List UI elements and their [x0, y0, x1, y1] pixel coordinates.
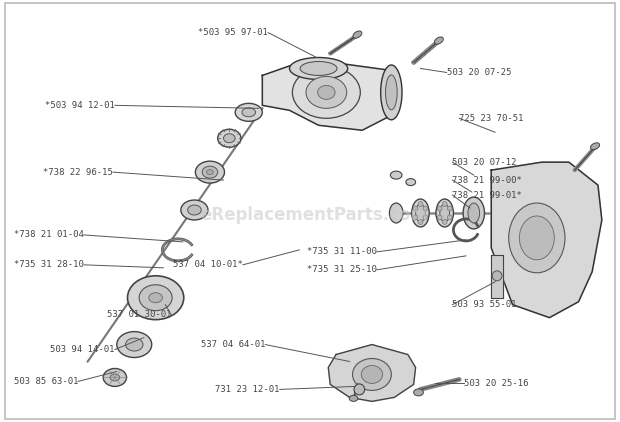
- Ellipse shape: [125, 338, 143, 351]
- Polygon shape: [262, 60, 401, 130]
- Ellipse shape: [406, 179, 415, 186]
- Circle shape: [437, 215, 442, 220]
- Text: *738 21 01-04: *738 21 01-04: [14, 230, 84, 239]
- Ellipse shape: [361, 365, 383, 384]
- Ellipse shape: [520, 216, 554, 260]
- Ellipse shape: [468, 203, 480, 223]
- Ellipse shape: [206, 170, 213, 175]
- Ellipse shape: [436, 199, 453, 227]
- Ellipse shape: [386, 75, 397, 110]
- Ellipse shape: [242, 108, 255, 117]
- Ellipse shape: [381, 65, 402, 120]
- Text: *735 31 28-10: *735 31 28-10: [14, 260, 84, 269]
- Ellipse shape: [590, 143, 600, 150]
- Polygon shape: [328, 344, 415, 401]
- Text: 537 01 30-01: 537 01 30-01: [107, 310, 171, 319]
- Text: *735 31 11-00: *735 31 11-00: [307, 247, 377, 257]
- Ellipse shape: [128, 276, 184, 319]
- Ellipse shape: [412, 199, 429, 227]
- Ellipse shape: [509, 203, 565, 273]
- Circle shape: [354, 384, 365, 395]
- Ellipse shape: [218, 129, 241, 147]
- Text: 537 04 64-01: 537 04 64-01: [201, 340, 265, 349]
- Text: 503 85 63-01: 503 85 63-01: [14, 377, 78, 386]
- Ellipse shape: [110, 374, 120, 381]
- Circle shape: [423, 215, 428, 220]
- Ellipse shape: [117, 332, 152, 357]
- Ellipse shape: [317, 85, 335, 99]
- Circle shape: [492, 271, 502, 281]
- Ellipse shape: [300, 62, 337, 76]
- Circle shape: [423, 206, 428, 211]
- Text: 503 20 07-12: 503 20 07-12: [453, 158, 517, 167]
- Ellipse shape: [195, 161, 224, 183]
- Ellipse shape: [188, 205, 202, 215]
- Circle shape: [447, 215, 452, 220]
- Circle shape: [418, 219, 423, 225]
- Text: eReplacementParts.com: eReplacementParts.com: [200, 206, 428, 224]
- Ellipse shape: [435, 37, 443, 44]
- Text: *503 95 97-01: *503 95 97-01: [198, 28, 268, 37]
- Ellipse shape: [181, 200, 208, 220]
- Ellipse shape: [440, 204, 450, 222]
- Circle shape: [442, 202, 447, 206]
- Circle shape: [442, 219, 447, 225]
- Ellipse shape: [389, 203, 403, 223]
- Text: 731 23 12-01: 731 23 12-01: [215, 385, 280, 394]
- Ellipse shape: [139, 285, 172, 311]
- Text: 725 23 70-51: 725 23 70-51: [459, 114, 524, 123]
- Ellipse shape: [391, 171, 402, 179]
- Text: *735 31 25-10: *735 31 25-10: [307, 265, 377, 274]
- Circle shape: [437, 206, 442, 211]
- Text: 503 94 14-01: 503 94 14-01: [50, 345, 115, 354]
- Ellipse shape: [349, 395, 358, 401]
- Circle shape: [447, 206, 452, 211]
- Ellipse shape: [293, 67, 360, 118]
- Ellipse shape: [290, 57, 348, 79]
- Polygon shape: [491, 255, 503, 298]
- Text: 738 21 99-00*: 738 21 99-00*: [453, 176, 522, 184]
- Circle shape: [418, 202, 423, 206]
- Ellipse shape: [306, 76, 347, 108]
- Text: 537 04 10-01*: 537 04 10-01*: [173, 260, 243, 269]
- Ellipse shape: [104, 368, 126, 387]
- Circle shape: [413, 206, 418, 211]
- Text: *503 94 12-01: *503 94 12-01: [45, 101, 115, 110]
- Ellipse shape: [353, 31, 362, 38]
- Ellipse shape: [149, 293, 162, 303]
- Text: *738 22 96-15: *738 22 96-15: [43, 168, 113, 177]
- Ellipse shape: [463, 197, 484, 229]
- Text: 503 20 07-25: 503 20 07-25: [446, 68, 511, 77]
- Ellipse shape: [202, 166, 218, 178]
- Text: 503 20 25-16: 503 20 25-16: [464, 379, 529, 388]
- Ellipse shape: [224, 134, 235, 143]
- Circle shape: [413, 215, 418, 220]
- Text: 503 93 55-01: 503 93 55-01: [453, 300, 517, 309]
- Ellipse shape: [415, 204, 425, 222]
- Ellipse shape: [235, 103, 262, 121]
- Ellipse shape: [414, 389, 423, 396]
- Ellipse shape: [353, 359, 391, 390]
- Text: 738 21 99-01*: 738 21 99-01*: [453, 191, 522, 200]
- Polygon shape: [491, 162, 602, 318]
